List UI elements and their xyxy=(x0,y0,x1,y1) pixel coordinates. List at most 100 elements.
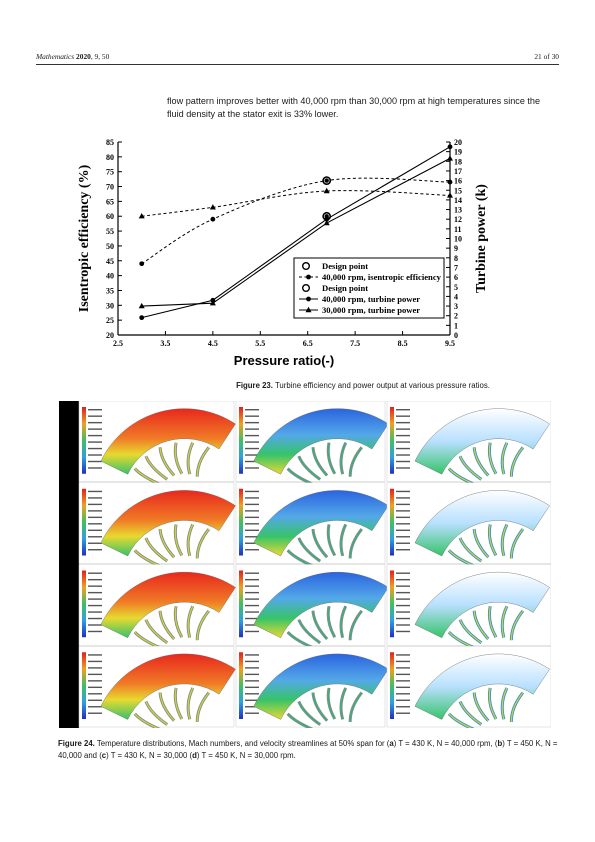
scale-label-placeholder xyxy=(396,447,410,450)
series-line-3 xyxy=(141,146,451,319)
scale-label-placeholder xyxy=(245,447,259,450)
data-point-5-3 xyxy=(447,192,453,198)
series-line-5 xyxy=(141,190,451,217)
blade-flow xyxy=(459,619,482,644)
casing-contour xyxy=(414,571,550,638)
color-scale xyxy=(82,570,86,638)
panel-r0-c1 xyxy=(235,401,389,487)
blade-flow xyxy=(340,442,347,475)
x-tick-label: 4.5 xyxy=(208,339,218,348)
color-scale xyxy=(390,570,394,638)
legend-label-2: Design point xyxy=(322,283,368,293)
legend-label-3: 40,000 rpm, turbine power xyxy=(322,294,420,304)
blade-flow xyxy=(327,442,336,475)
scale-label-placeholder xyxy=(396,441,410,443)
page-number: 21 of 30 xyxy=(534,52,559,61)
data-point-5-2 xyxy=(323,187,330,194)
panel-r2-c1 xyxy=(235,564,389,650)
scale-label-placeholder xyxy=(396,428,410,430)
scale-label-placeholder xyxy=(245,454,259,456)
scale-label-placeholder xyxy=(396,549,410,551)
scale-label-placeholder xyxy=(88,454,102,456)
y-tick-label-right: 12 xyxy=(454,215,462,224)
scale-label-placeholder xyxy=(88,415,102,417)
legend-label-1: 40,000 rpm, isentropic efficiency xyxy=(322,272,442,282)
y-tick-label-right: 5 xyxy=(454,283,458,292)
data-point-4-3 xyxy=(447,155,453,161)
scale-label-placeholder xyxy=(88,611,102,613)
scale-label-placeholder xyxy=(245,460,259,463)
x-tick-label: 8.5 xyxy=(398,339,408,348)
scale-label-placeholder xyxy=(88,630,102,633)
scale-label-placeholder xyxy=(88,441,102,443)
color-scale xyxy=(239,652,243,719)
scale-label-placeholder xyxy=(396,529,410,531)
scale-label-placeholder xyxy=(396,660,410,663)
scale-label-placeholder xyxy=(396,617,410,620)
figure-24-contour-panels xyxy=(78,401,551,728)
x-tick-label: 3.5 xyxy=(160,339,170,348)
legend-label-0: Design point xyxy=(322,261,368,271)
scale-label-placeholder xyxy=(245,617,259,620)
scale-label-placeholder xyxy=(88,660,102,663)
casing-contour xyxy=(414,653,550,720)
scale-label-placeholder xyxy=(396,578,410,581)
blade-flow xyxy=(501,442,508,475)
blade-flow xyxy=(174,687,183,720)
scale-label-placeholder xyxy=(396,585,410,587)
scale-label-placeholder xyxy=(245,529,259,531)
blade-flow xyxy=(510,692,524,722)
blade-flow xyxy=(145,619,168,644)
casing-contour xyxy=(100,571,236,638)
scale-label-placeholder xyxy=(88,617,102,620)
y-tick-label-right: 20 xyxy=(454,138,462,147)
scale-label-placeholder xyxy=(245,523,259,525)
blade-flow xyxy=(488,606,497,638)
blade-flow xyxy=(349,446,363,477)
blade-flow xyxy=(159,528,175,558)
blade-flow xyxy=(298,455,321,480)
scale-label-placeholder xyxy=(396,421,410,424)
scale-label-placeholder xyxy=(88,686,102,689)
scale-label-placeholder xyxy=(245,624,259,626)
blade-flow xyxy=(327,524,336,556)
panel-r1-c0 xyxy=(78,482,236,569)
scale-label-placeholder xyxy=(88,409,102,411)
scale-label-placeholder xyxy=(88,490,102,493)
scale-label-placeholder xyxy=(88,510,102,512)
scale-label-placeholder xyxy=(396,654,410,656)
blade-flow xyxy=(312,692,328,722)
scale-label-placeholder xyxy=(88,578,102,581)
scale-label-placeholder xyxy=(88,673,102,676)
scale-label-placeholder xyxy=(396,460,410,463)
scale-label-placeholder xyxy=(245,693,259,695)
y-tick-label-right: 0 xyxy=(454,331,458,340)
blade-flow xyxy=(134,713,159,728)
blade-flow xyxy=(196,528,210,559)
scale-label-placeholder xyxy=(245,415,259,417)
x-tick-label: 6.5 xyxy=(303,339,313,348)
data-point-3-2 xyxy=(324,216,330,222)
panel-r3-c0 xyxy=(78,646,236,728)
data-point-5-0 xyxy=(138,213,145,219)
scale-label-placeholder xyxy=(396,699,410,701)
blade-flow xyxy=(340,524,347,557)
y-tick-label-right: 4 xyxy=(454,292,458,301)
x-tick-label: 9.5 xyxy=(445,339,455,348)
scale-label-placeholder xyxy=(396,624,410,626)
data-point-5-1 xyxy=(209,204,216,210)
data-point-2-0-center xyxy=(324,178,329,183)
scale-label-placeholder xyxy=(88,434,102,437)
y-tick-label-left: 70 xyxy=(106,183,114,192)
scale-label-placeholder xyxy=(396,680,410,682)
series-line-1 xyxy=(141,177,451,265)
figure-23-caption: Figure 23. Turbine efficiency and power … xyxy=(236,381,490,390)
x-tick-label: 7.5 xyxy=(350,339,360,348)
scale-label-placeholder xyxy=(245,585,259,587)
scale-label-placeholder xyxy=(245,421,259,424)
scale-label-placeholder xyxy=(396,572,410,574)
scale-label-placeholder xyxy=(88,624,102,626)
casing-contour xyxy=(100,490,236,557)
scale-label-placeholder xyxy=(396,536,410,538)
scale-label-placeholder xyxy=(88,421,102,424)
